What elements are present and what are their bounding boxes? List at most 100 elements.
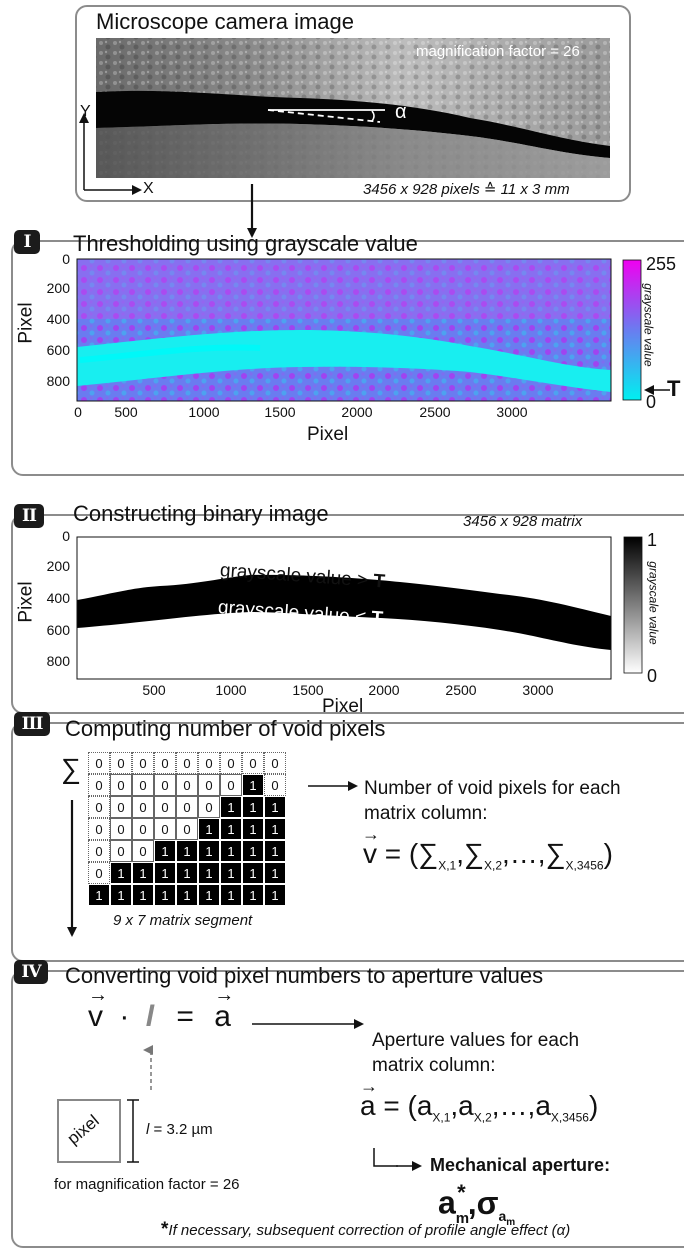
step3-title: Computing number of void pixels bbox=[65, 716, 386, 741]
matrix-cell: 0 bbox=[176, 818, 198, 840]
cbar1-label: grayscale value bbox=[641, 283, 656, 367]
step2-ylabel: Pixel bbox=[15, 581, 37, 623]
matrix-cell: 1 bbox=[176, 862, 198, 884]
matrix-cell: 0 bbox=[88, 796, 110, 818]
step2-panel bbox=[11, 514, 684, 714]
matrix-cell: 0 bbox=[132, 796, 154, 818]
matrix-cell: 0 bbox=[88, 752, 110, 774]
matrix-cell: 1 bbox=[154, 884, 176, 906]
step2-badge: II bbox=[14, 504, 44, 528]
step1-xtick-1000: 1000 bbox=[188, 404, 220, 420]
step1-ytick-800: 800 bbox=[46, 373, 70, 389]
matrix-caption: 9 x 7 matrix segment bbox=[113, 912, 253, 929]
matrix-cell: 1 bbox=[132, 862, 154, 884]
mech-aperture-label: Mechanical aperture: bbox=[430, 1155, 611, 1175]
step1-xtick-0: 0 bbox=[74, 404, 82, 420]
matrix-cell: 1 bbox=[242, 884, 264, 906]
step1-ytick-200: 200 bbox=[46, 280, 70, 296]
step1-xtick-3000: 3000 bbox=[496, 404, 528, 420]
step4-panel bbox=[11, 970, 684, 1248]
matrix-cell: 0 bbox=[176, 774, 198, 796]
step2-xtick-2500: 2500 bbox=[445, 682, 477, 698]
matrix-cell: 0 bbox=[176, 796, 198, 818]
step4-desc-line2: matrix column: bbox=[372, 1055, 496, 1076]
step1-ytick-600: 600 bbox=[46, 342, 70, 358]
step2-ytick-600: 600 bbox=[46, 622, 70, 638]
step1-xtick-2000: 2000 bbox=[341, 404, 373, 420]
step1-xtick-500: 500 bbox=[114, 404, 138, 420]
step1-xtick-1500: 1500 bbox=[264, 404, 296, 420]
matrix-cell: 0 bbox=[110, 796, 132, 818]
step3-desc-line1: Number of void pixels for each bbox=[364, 778, 621, 799]
threshold-heatmap bbox=[77, 259, 611, 401]
matrix-cell: 0 bbox=[154, 818, 176, 840]
step3-desc-line2: matrix column: bbox=[364, 803, 488, 824]
step1-title: Thresholding using grayscale value bbox=[73, 231, 418, 256]
step2-xlabel: Pixel bbox=[322, 696, 364, 717]
matrix-cell: 1 bbox=[242, 774, 264, 796]
step3-panel bbox=[11, 722, 684, 962]
matrix-cell: 1 bbox=[88, 884, 110, 906]
axis-y-label: Y bbox=[80, 103, 91, 120]
step2-xtick-1000: 1000 bbox=[215, 682, 247, 698]
axis-x-label: X bbox=[143, 180, 154, 197]
step4-title: Converting void pixel numbers to apertur… bbox=[65, 963, 544, 988]
matrix-cell: 1 bbox=[242, 840, 264, 862]
matrix-cell: 1 bbox=[264, 796, 286, 818]
matrix-cell: 0 bbox=[220, 774, 242, 796]
step2-ytick-800: 800 bbox=[46, 653, 70, 669]
matrix-cell: 1 bbox=[220, 818, 242, 840]
cbar2-label: grayscale value bbox=[646, 561, 661, 645]
cbar1-max: 255 bbox=[646, 254, 677, 274]
v-times-l-equation: → v · l = → a bbox=[88, 984, 235, 1033]
matrix-cell: 0 bbox=[154, 774, 176, 796]
step2-ytick-400: 400 bbox=[46, 590, 70, 606]
binary-frame bbox=[76, 536, 612, 680]
cbar2-max: 1 bbox=[647, 530, 658, 550]
heatmap-colorbar bbox=[622, 259, 642, 401]
step2-xtick-3000: 3000 bbox=[522, 682, 554, 698]
matrix-cell: 1 bbox=[176, 840, 198, 862]
matrix-cell: 1 bbox=[198, 862, 220, 884]
step1-badge: I bbox=[14, 230, 40, 254]
matrix-cell: 0 bbox=[88, 840, 110, 862]
step1-xtick-2500: 2500 bbox=[419, 404, 451, 420]
step2-ytick-0: 0 bbox=[62, 528, 70, 544]
step4-desc-line1: Aperture values for each bbox=[372, 1030, 580, 1051]
matrix-cell: 0 bbox=[88, 818, 110, 840]
binary-image bbox=[77, 537, 611, 679]
matrix-cell: 0 bbox=[176, 752, 198, 774]
step1-ylabel: Pixel bbox=[15, 302, 37, 344]
matrix-cell: 1 bbox=[154, 840, 176, 862]
magnification-label: magnification factor = 26 bbox=[416, 43, 580, 60]
matrix-cell: 1 bbox=[110, 862, 132, 884]
step2-xtick-500: 500 bbox=[142, 682, 166, 698]
matrix-cell: 1 bbox=[154, 862, 176, 884]
matrix-cell: 0 bbox=[220, 752, 242, 774]
pixel-length-label: l = 3.2 µm bbox=[146, 1121, 213, 1138]
step1-xlabel: Pixel bbox=[307, 424, 349, 445]
matrix-cell: 0 bbox=[198, 774, 220, 796]
matrix-cell: 1 bbox=[264, 862, 286, 884]
matrix-cell: 0 bbox=[88, 774, 110, 796]
step2-xtick-2000: 2000 bbox=[368, 682, 400, 698]
step1-panel bbox=[11, 240, 684, 476]
mech-aperture-formula: am*,σam bbox=[438, 1180, 516, 1228]
matrix-cell: 1 bbox=[220, 796, 242, 818]
matrix-cell: 1 bbox=[198, 840, 220, 862]
matrix-cell: 1 bbox=[176, 884, 198, 906]
matrix-cell: 0 bbox=[110, 818, 132, 840]
step4-badge: IV bbox=[14, 960, 48, 984]
microscope-panel bbox=[75, 5, 631, 202]
angle-label: α bbox=[395, 101, 407, 123]
microscope-photo bbox=[96, 38, 610, 178]
matrix-cell: 0 bbox=[198, 796, 220, 818]
cbar1-min: 0 bbox=[646, 392, 657, 412]
cbar2-min: 0 bbox=[647, 666, 658, 686]
matrix-cell: 1 bbox=[264, 818, 286, 840]
matrix-cell: 1 bbox=[242, 818, 264, 840]
matrix-cell: 0 bbox=[132, 818, 154, 840]
matrix-cell: 0 bbox=[264, 752, 286, 774]
